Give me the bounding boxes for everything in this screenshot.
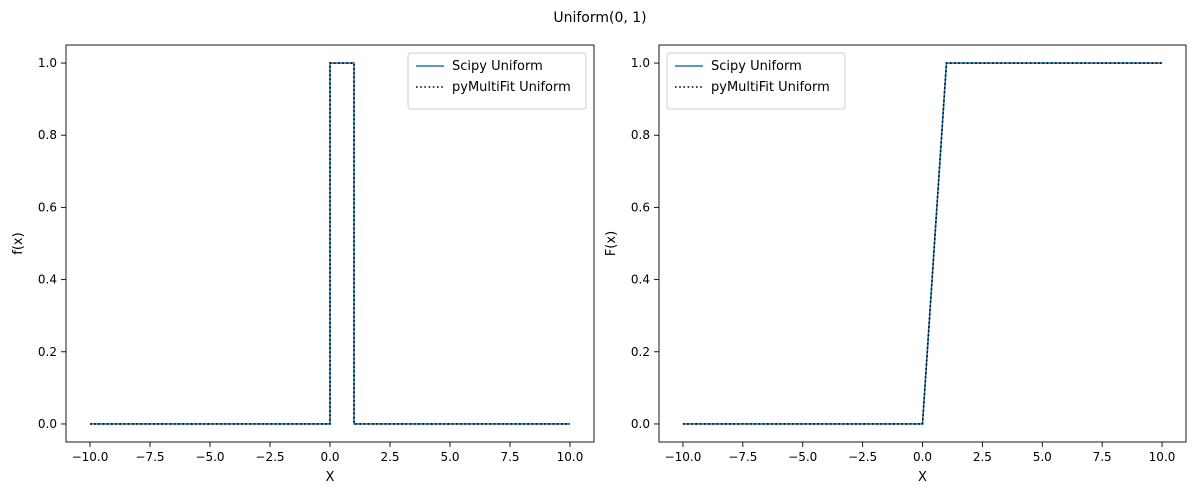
x-tick-label: −7.5 xyxy=(135,450,164,464)
x-tick-label: 10.0 xyxy=(557,450,584,464)
cdf-panel: −10.0 −7.5 −5.0 −2.5 0.0 2.5 5.0 7.5 10.0 0.0 0.2 0… xyxy=(604,44,1187,485)
pymultifit-line xyxy=(682,62,1163,425)
y-tick-label: 1.0 xyxy=(38,56,57,70)
x-tick-label: 7.5 xyxy=(1093,450,1112,464)
scipy-line xyxy=(682,62,1163,425)
pdf-panel: −10.0 −7.5 −5.0 −2.5 0.0 2.5 5.0 7.5 10.0 0.0 0.2 0… xyxy=(11,44,595,485)
legend-label: pyMultiFit Uniform xyxy=(711,80,830,95)
plot-frame xyxy=(658,44,1187,443)
x-tick-label: −5.0 xyxy=(195,450,224,464)
y-tick-label: 0.6 xyxy=(38,200,57,214)
y-tick-label: 0.8 xyxy=(631,128,650,142)
legend-label: Scipy Uniform xyxy=(711,59,802,74)
x-tick-label: 5.0 xyxy=(1033,450,1052,464)
legend-box xyxy=(407,52,587,110)
y-tick-label: 0.6 xyxy=(631,200,650,214)
figure-title: Uniform(0, 1) xyxy=(553,10,646,26)
x-tick-label: −5.0 xyxy=(788,450,817,464)
plot-frame xyxy=(65,44,595,443)
y-tick-label: 1.0 xyxy=(631,56,650,70)
x-tick-label: 10.0 xyxy=(1149,450,1176,464)
legend: Scipy Uniform pyMultiFit Uniform xyxy=(407,52,587,110)
y-axis-label: f(x) xyxy=(11,232,26,254)
y-tick-label: 0.0 xyxy=(38,417,57,431)
y-tick-label: 0.2 xyxy=(38,345,57,359)
legend-box xyxy=(666,52,846,110)
legend-label: Scipy Uniform xyxy=(452,59,543,74)
x-tick-label: −2.5 xyxy=(255,450,284,464)
x-tick-label: −2.5 xyxy=(848,450,877,464)
x-tick-label: −10.0 xyxy=(665,450,702,464)
x-axis-label: X xyxy=(918,470,927,485)
x-tick-label: −10.0 xyxy=(72,450,109,464)
pymultifit-line xyxy=(90,62,570,425)
y-axis-label: F(x) xyxy=(604,231,619,256)
y-tick-label: 0.0 xyxy=(631,417,650,431)
x-tick-label: 2.5 xyxy=(973,450,992,464)
legend: Scipy Uniform pyMultiFit Uniform xyxy=(666,52,846,110)
x-tick-label: 0.0 xyxy=(913,450,932,464)
y-tick-label: 0.8 xyxy=(38,128,57,142)
x-tick-label: −7.5 xyxy=(728,450,757,464)
y-tick-label: 0.2 xyxy=(631,345,650,359)
x-tick-label: 0.0 xyxy=(320,450,339,464)
x-axis-label: X xyxy=(326,470,335,485)
x-tick-label: 7.5 xyxy=(500,450,519,464)
y-tick-label: 0.4 xyxy=(631,273,650,287)
legend-label: pyMultiFit Uniform xyxy=(452,80,571,95)
x-tick-label: 5.0 xyxy=(440,450,459,464)
y-tick-label: 0.4 xyxy=(38,273,57,287)
x-tick-label: 2.5 xyxy=(380,450,399,464)
